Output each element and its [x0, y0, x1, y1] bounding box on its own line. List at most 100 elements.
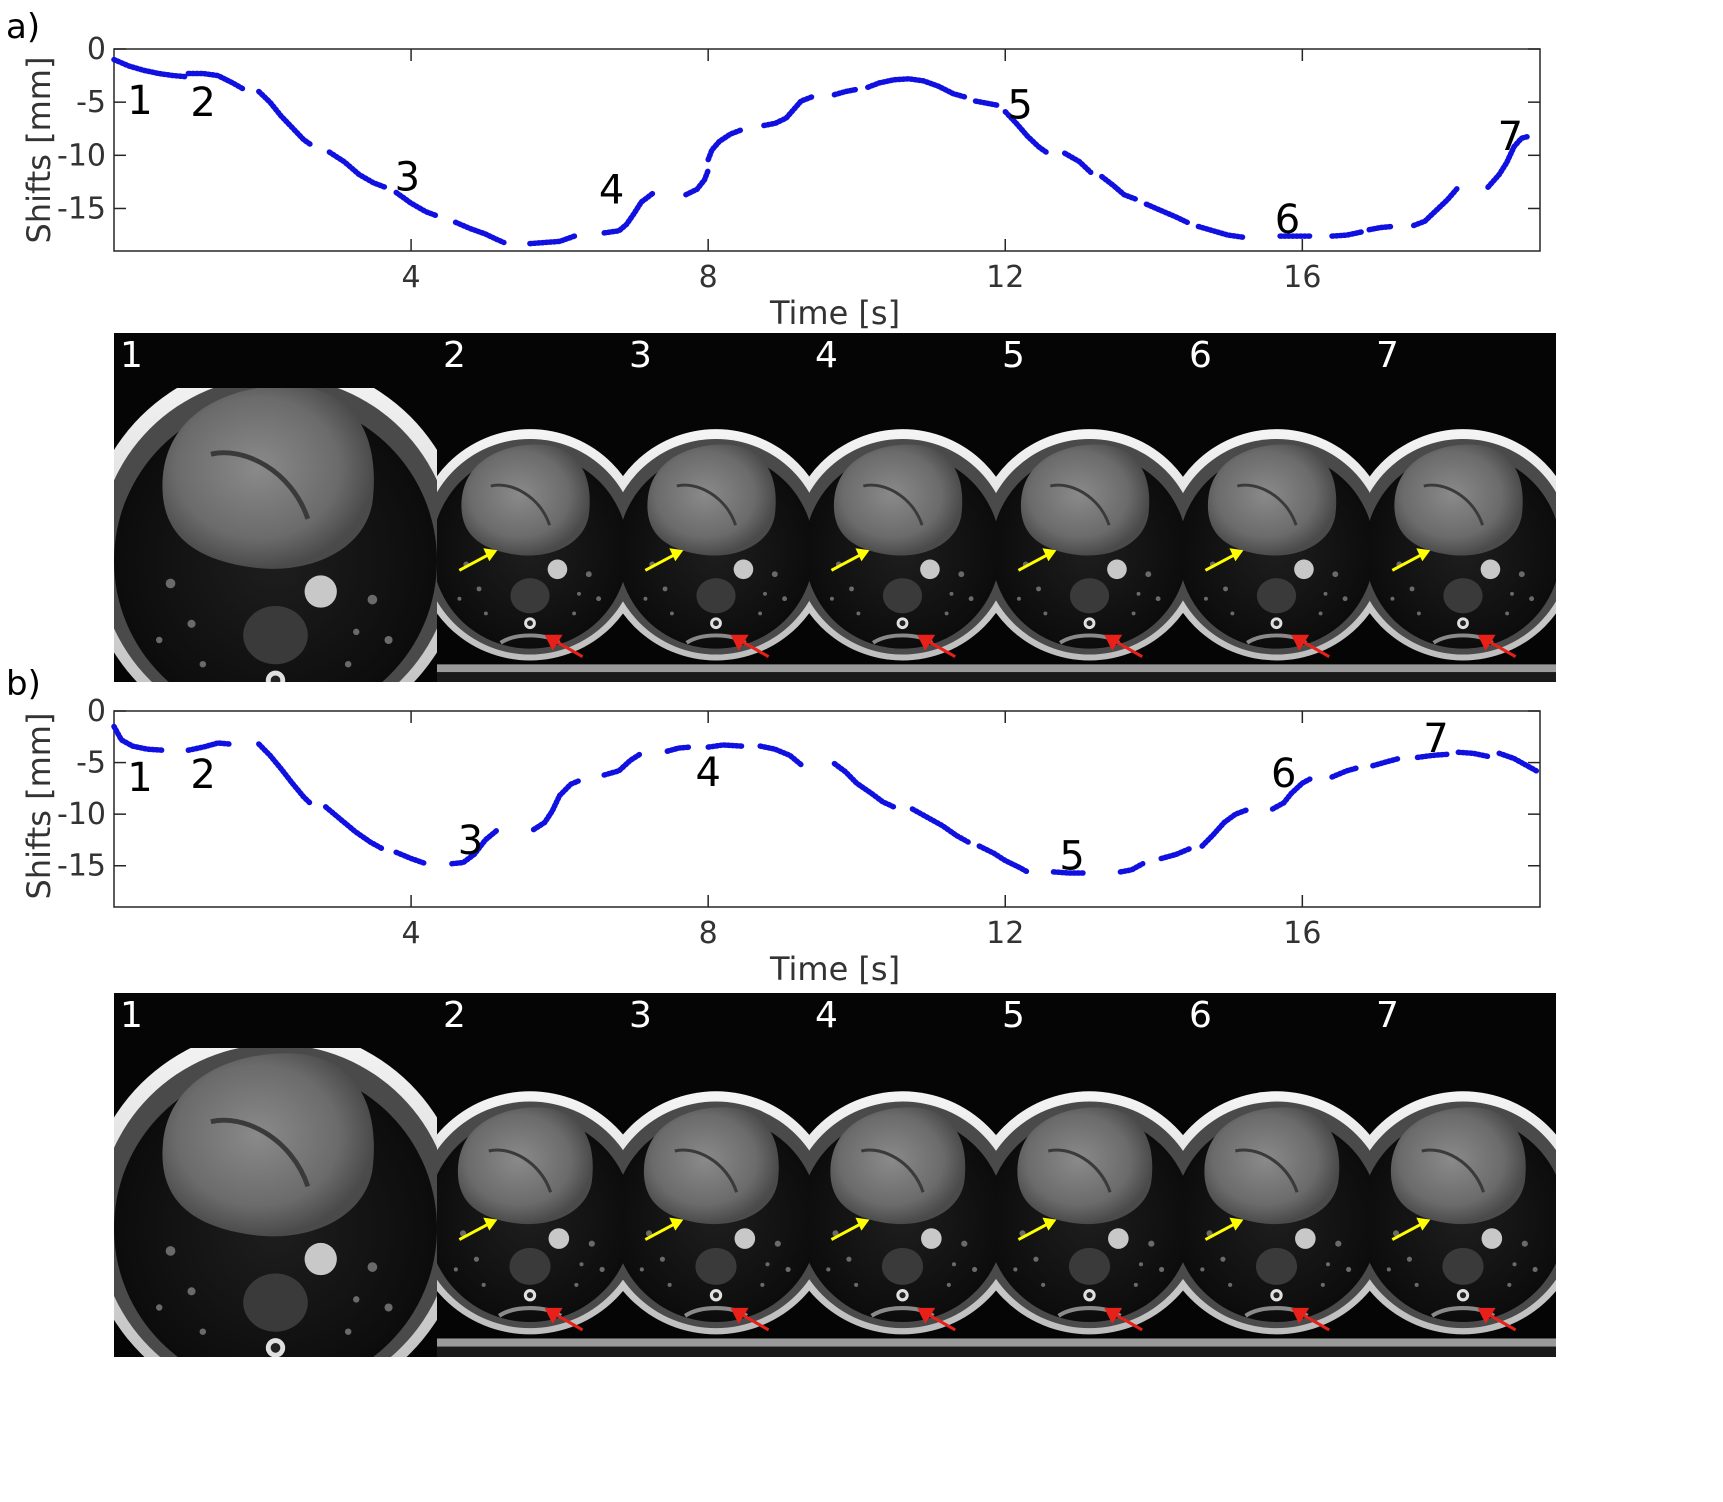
mri-frame: 6: [1155, 995, 1398, 1357]
yellow-arrow-head: [1229, 1217, 1244, 1231]
frame-number: 6: [1189, 335, 1212, 376]
shift-segment: [601, 190, 656, 236]
yellow-arrow: [458, 552, 491, 572]
mri-frame: 3: [594, 995, 837, 1357]
shift-segment: [1329, 229, 1365, 239]
mri-frame: 2: [437, 335, 623, 682]
mri-image: [1341, 1048, 1584, 1357]
mri-frame: 6: [1183, 335, 1370, 682]
red-arrow-head: [917, 634, 936, 651]
x-tick-label: 16: [1283, 260, 1321, 295]
red-arrow-head: [1477, 1307, 1496, 1324]
y-tick-label: 0: [87, 32, 106, 67]
shift-segment: [185, 70, 247, 93]
x-tick-label: 12: [986, 916, 1024, 951]
x-tick-label: 12: [986, 260, 1024, 295]
frame-annotation: 3: [458, 818, 483, 864]
yellow-arrow-head: [1042, 1217, 1057, 1231]
mri-image: [594, 1048, 837, 1357]
shift-segment: [831, 86, 860, 98]
mri-image: [1155, 1048, 1398, 1357]
yellow-arrow: [1204, 552, 1237, 572]
mri-strip: 1 2 3 4 5 6 7: [114, 333, 1556, 682]
frame-number: 7: [1376, 995, 1399, 1036]
yellow-arrow-head: [1229, 548, 1244, 562]
y-tick-label: -5: [76, 746, 106, 781]
shift-segment: [664, 744, 693, 754]
x-tick-label: 8: [699, 916, 718, 951]
red-arrow-head: [1104, 634, 1123, 651]
red-arrow: [1113, 639, 1143, 659]
yellow-arrow: [1391, 1222, 1424, 1241]
shift-segment: [972, 98, 1001, 109]
shift-segment: [111, 56, 188, 80]
shift-segment: [1117, 860, 1146, 875]
yellow-arrow: [1204, 1222, 1237, 1241]
red-arrow: [553, 1312, 584, 1332]
red-arrow-head: [1291, 1307, 1310, 1324]
shift-segment: [1485, 133, 1532, 190]
frame-number: 1: [120, 995, 143, 1036]
frame-number: 7: [1376, 335, 1399, 376]
shift-segment: [683, 167, 711, 198]
red-arrow: [1300, 639, 1330, 659]
red-arrow-head: [544, 1307, 563, 1324]
shift-segment: [909, 806, 971, 845]
shift-segment: [1050, 869, 1086, 876]
mri-strip: 1 2 3 4 5 6 7: [85, 993, 1584, 1445]
red-arrow: [1113, 1312, 1143, 1332]
y-tick-label: -10: [57, 797, 106, 832]
shift-segment: [1414, 751, 1450, 761]
shift-segment: [761, 94, 815, 129]
yellow-arrow-head: [855, 1217, 870, 1231]
panel-label: a): [6, 7, 40, 47]
mri-frame: 4: [809, 335, 996, 682]
frame-number: 3: [629, 995, 652, 1036]
shift-segment: [256, 88, 314, 148]
mri-image: [809, 388, 996, 682]
mri-image: [437, 388, 623, 682]
frame-annotation: 4: [599, 167, 624, 213]
mri-frame: 1: [85, 995, 466, 1445]
shift-segment: [757, 743, 804, 768]
frame-annotation: 3: [395, 155, 420, 201]
frame-number: 2: [443, 995, 466, 1036]
x-axis-title: Time [s]: [769, 950, 900, 988]
y-axis-title: Shifts [mm]: [20, 713, 58, 900]
red-arrow: [739, 1312, 770, 1332]
y-tick-label: -15: [57, 849, 106, 884]
shift-segment: [705, 742, 745, 750]
frame-annotation: 4: [695, 750, 720, 796]
frame-annotation: 5: [1059, 833, 1084, 879]
shift-segment: [705, 127, 745, 163]
red-arrow: [926, 1312, 956, 1332]
shift-segment: [1099, 173, 1138, 202]
frame-annotation: 7: [1498, 114, 1523, 160]
frame-number: 3: [629, 335, 652, 376]
shift-segment: [1199, 807, 1250, 849]
yellow-arrow-head: [483, 548, 498, 562]
shift-series: [111, 56, 1532, 247]
frame-number: 4: [815, 995, 838, 1036]
shift-segment: [1269, 776, 1313, 812]
yellow-arrow: [830, 552, 863, 572]
red-arrow-head: [730, 1307, 749, 1324]
yellow-arrow: [830, 1222, 863, 1241]
shift-segment: [530, 778, 581, 833]
shift-segment: [1410, 184, 1462, 229]
frame-number: 4: [815, 335, 838, 376]
shift-segment: [1195, 223, 1246, 240]
yellow-arrow: [644, 1222, 677, 1241]
shift-segment: [393, 849, 429, 867]
yellow-arrow: [1017, 552, 1050, 572]
mri-image: [623, 388, 809, 682]
red-arrow-head: [1291, 634, 1310, 651]
mri-image: [1183, 388, 1370, 682]
x-tick-label: 4: [402, 260, 421, 295]
shift-segment: [976, 843, 1031, 875]
shift-series: [111, 723, 1540, 876]
frame-number: 5: [1002, 995, 1025, 1036]
shift-segment: [449, 827, 500, 867]
y-tick-label: -5: [76, 85, 106, 120]
mri-image: [968, 1048, 1211, 1357]
